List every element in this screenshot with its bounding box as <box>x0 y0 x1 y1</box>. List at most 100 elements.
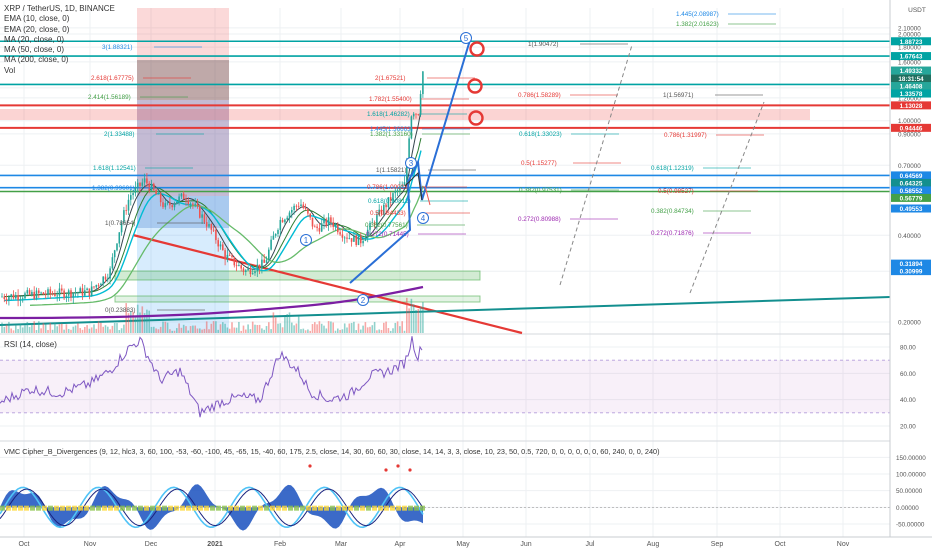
candle-body <box>385 204 387 208</box>
volume-bar <box>47 330 49 333</box>
candle-body <box>63 290 65 298</box>
volume-bar <box>389 330 392 333</box>
volume-bar <box>415 309 417 333</box>
volume-bar <box>224 323 226 333</box>
indicator-ema10[interactable]: EMA (10, close, 0) <box>4 14 70 24</box>
volume-bar <box>350 322 353 333</box>
candle-body <box>240 265 242 269</box>
volume-bar <box>201 329 203 333</box>
candle-body <box>219 244 222 247</box>
volume-bar <box>8 321 10 333</box>
volume-bar <box>314 322 316 333</box>
volume-bar <box>49 323 52 333</box>
symbol-title[interactable]: XRP / TetherUS, 1D, BINANCE <box>4 4 115 13</box>
volume-bar <box>219 324 222 333</box>
volume-bar <box>187 330 190 333</box>
vmc-title[interactable]: VMC Cipher_B_Divergences (9, 12, hlc3, 3… <box>4 447 660 456</box>
volume-bar <box>261 328 263 333</box>
candle-body <box>187 200 190 205</box>
time-tick: Jun <box>520 541 531 548</box>
rsi-title[interactable]: RSI (14, close) <box>4 340 57 349</box>
volume-bar <box>141 306 144 333</box>
volume-bar <box>90 327 93 333</box>
price-scale-labels[interactable]: 1.88723 1.67643 1.4933218:31:541.464081.33… <box>891 37 931 276</box>
candle-body <box>88 288 91 296</box>
volume-bar <box>164 321 167 333</box>
volume-bar <box>189 326 192 333</box>
vmc-dot <box>192 505 197 511</box>
indicator-ma20[interactable]: MA (20, close, 0) <box>4 34 65 44</box>
trend-lines[interactable] <box>0 233 891 335</box>
volume-bar <box>380 329 383 333</box>
price-tick: 0.40000 <box>898 233 921 240</box>
price-tick: 1.00000 <box>898 118 921 125</box>
indicator-ma50[interactable]: MA (50, close, 0) <box>4 45 65 55</box>
volume-bar <box>334 330 337 333</box>
volume-bar <box>288 312 291 333</box>
volume-bar <box>215 321 217 333</box>
candle-body <box>369 222 371 230</box>
fib-label: 2(1.33488) <box>104 131 134 138</box>
price-label-bg <box>891 178 931 187</box>
candle-body <box>327 217 330 226</box>
volume-bar <box>54 322 56 333</box>
candle-body <box>77 292 79 294</box>
volume-bar <box>3 326 6 333</box>
vmc-dot <box>66 505 71 511</box>
candle-body <box>203 214 206 223</box>
indicator-legend: XRP / TetherUS, 1D, BINANCE EMA (10, clo… <box>4 4 115 76</box>
projection-drawings[interactable] <box>349 39 765 294</box>
volume-bar <box>394 322 397 333</box>
candle-body <box>288 212 291 218</box>
volume-bar <box>304 330 307 333</box>
candle-body <box>196 203 199 207</box>
candle-body <box>350 238 353 242</box>
candle-body <box>100 283 102 286</box>
zone-red <box>137 8 229 196</box>
wave-labels: 1 2 3 4 5 <box>300 32 472 306</box>
candle-body <box>65 295 68 298</box>
wave-connector <box>404 171 423 201</box>
vmc-dot <box>102 505 107 511</box>
candle-body <box>360 236 362 244</box>
candle-body <box>19 299 22 301</box>
candle-body <box>109 268 111 279</box>
volume-bar <box>330 321 332 333</box>
candle-body <box>120 222 123 233</box>
candle-body <box>143 178 146 183</box>
candle-body <box>274 233 277 236</box>
time-tick: Jul <box>586 541 595 548</box>
volume-bar <box>318 321 321 333</box>
fib-label: 1.618(1.12541) <box>93 165 136 172</box>
volume-bar <box>143 313 146 333</box>
candle-body <box>169 202 171 206</box>
volume-bar <box>245 329 247 333</box>
volume-bar <box>26 321 29 333</box>
candle-body <box>373 222 376 225</box>
candle-body <box>265 260 268 263</box>
candle-body <box>364 237 367 241</box>
candle-body <box>155 189 157 195</box>
volume-bar <box>155 328 157 333</box>
price-label-bg <box>891 52 931 61</box>
fib-label: 0.786(1.00023) <box>367 184 410 191</box>
indicator-ma200[interactable]: MA (200, close, 0) <box>4 55 69 65</box>
vmc-tick: 100.00000 <box>896 472 926 479</box>
time-tick: Sep <box>711 541 724 548</box>
volume-bar <box>387 328 390 333</box>
candle-body <box>72 293 75 298</box>
candle-body <box>392 193 394 201</box>
fib-label: 1.782(1.55400) <box>369 96 412 103</box>
price-label: 0.30999 <box>900 269 923 276</box>
volume-bar <box>56 326 58 333</box>
candle-body <box>343 237 346 239</box>
vmc-dot <box>312 505 317 511</box>
indicator-ema20[interactable]: EMA (20, close, 0) <box>4 24 70 34</box>
time-tick: Oct <box>19 541 30 548</box>
vmc-dot <box>294 505 299 511</box>
candle-body <box>309 213 311 218</box>
indicator-vol[interactable]: Vol <box>4 65 16 75</box>
volume-bar <box>176 328 178 333</box>
candle-body <box>157 193 160 195</box>
